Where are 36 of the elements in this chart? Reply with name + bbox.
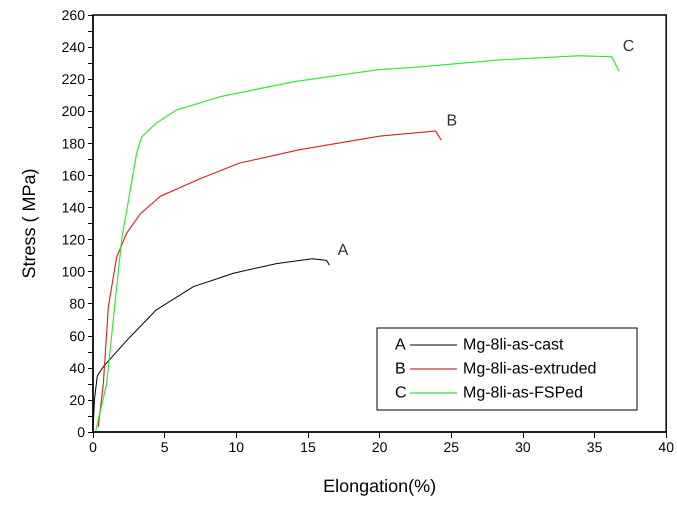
y-tick-label: 120	[62, 232, 86, 248]
x-tick-label: 15	[300, 439, 316, 455]
y-axis-title: Stress ( MPa)	[19, 168, 39, 279]
y-tick-label: 60	[69, 328, 86, 344]
y-tick-label: 80	[69, 296, 86, 312]
y-tick-label: 100	[62, 264, 86, 280]
y-tick-label: 40	[69, 360, 86, 376]
y-tick-label: 200	[62, 103, 86, 120]
annotation: C	[622, 38, 634, 56]
x-tick-label: 10	[228, 439, 244, 455]
legend-label: Mg-8li-as-FSPed	[463, 384, 584, 402]
x-tick-label: 0	[89, 439, 98, 455]
text: A	[395, 336, 406, 354]
x-axis-title: Elongation(%)	[323, 476, 436, 496]
y-tick-label: 240	[62, 39, 86, 56]
x-tick-label: 25	[443, 439, 460, 455]
text: C	[395, 384, 407, 402]
line-series	[98, 130, 442, 428]
y-tick-label: 20	[69, 392, 86, 408]
legend-label: Mg-8li-as-extruded	[463, 360, 596, 378]
y-tick-label: 0	[77, 424, 86, 440]
annotation: B	[446, 112, 458, 130]
text: B	[395, 360, 406, 378]
line-series	[95, 55, 620, 431]
y-tick-label: 180	[62, 135, 86, 152]
y-tick-label: 260	[62, 7, 86, 23]
x-tick-label: 30	[515, 439, 531, 455]
x-tick-label: 35	[586, 439, 603, 455]
y-tick-label: 160	[62, 167, 86, 184]
x-tick-label: 40	[658, 439, 674, 455]
legend-label: Mg-8li-as-cast	[463, 336, 564, 354]
x-tick-label: 20	[372, 439, 388, 455]
x-tick-label: 5	[160, 439, 169, 455]
y-tick-label: 140	[62, 199, 86, 216]
annotation: A	[338, 242, 349, 259]
y-tick-label: 220	[62, 71, 86, 88]
